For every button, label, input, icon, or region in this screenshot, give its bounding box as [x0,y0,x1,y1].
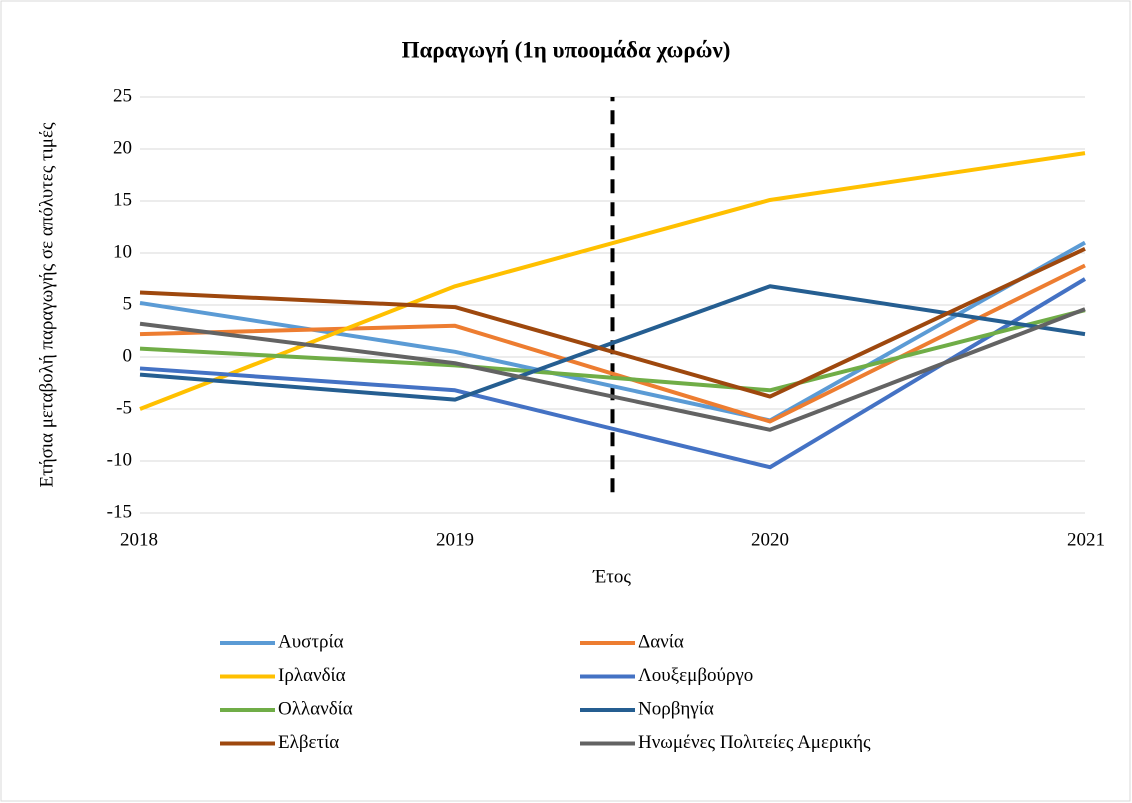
chart-title: Παραγωγή (1η υποομάδα χωρών) [402,37,731,62]
series-line [139,284,1086,402]
y-tick-label: 20 [113,137,132,158]
y-tick-label: 15 [113,189,132,210]
legend-label: Ιρλανδία [278,665,346,686]
series-line [139,151,1086,411]
y-tick-label: -15 [107,501,132,522]
y-tick-label: 10 [113,241,132,262]
y-tick-label: 5 [123,293,133,314]
y-tick-label: 0 [123,345,133,366]
series-line [139,277,1087,470]
series-line [139,308,1086,393]
x-tick-label: 2019 [436,529,474,550]
series-line [139,247,1086,399]
legend-label: Δανία [638,631,684,652]
legend-label: Αυστρία [278,631,344,652]
legend-label: Λουξεμβούργο [638,665,753,686]
y-axis-title: Ετήσια μεταβολή παραγωγής σε απόλυτες τι… [36,122,57,487]
legend-label: Ελβετία [278,732,339,753]
legend-label: Ολλανδία [278,698,353,719]
legend-label: Νορβηγία [638,698,714,719]
y-tick-label: 25 [113,85,132,106]
x-tick-label: 2020 [751,529,789,550]
legend-label: Ηνωμένες Πολιτείες Αμερικής [638,732,871,753]
y-tick-label: -10 [107,449,132,470]
x-tick-label: 2018 [120,529,158,550]
x-tick-label: 2021 [1067,529,1105,550]
series-line [139,240,1086,423]
series-line [139,307,1086,432]
y-tick-label: -5 [116,397,132,418]
x-axis-title: Έτος [592,566,631,587]
series-line [139,263,1086,424]
